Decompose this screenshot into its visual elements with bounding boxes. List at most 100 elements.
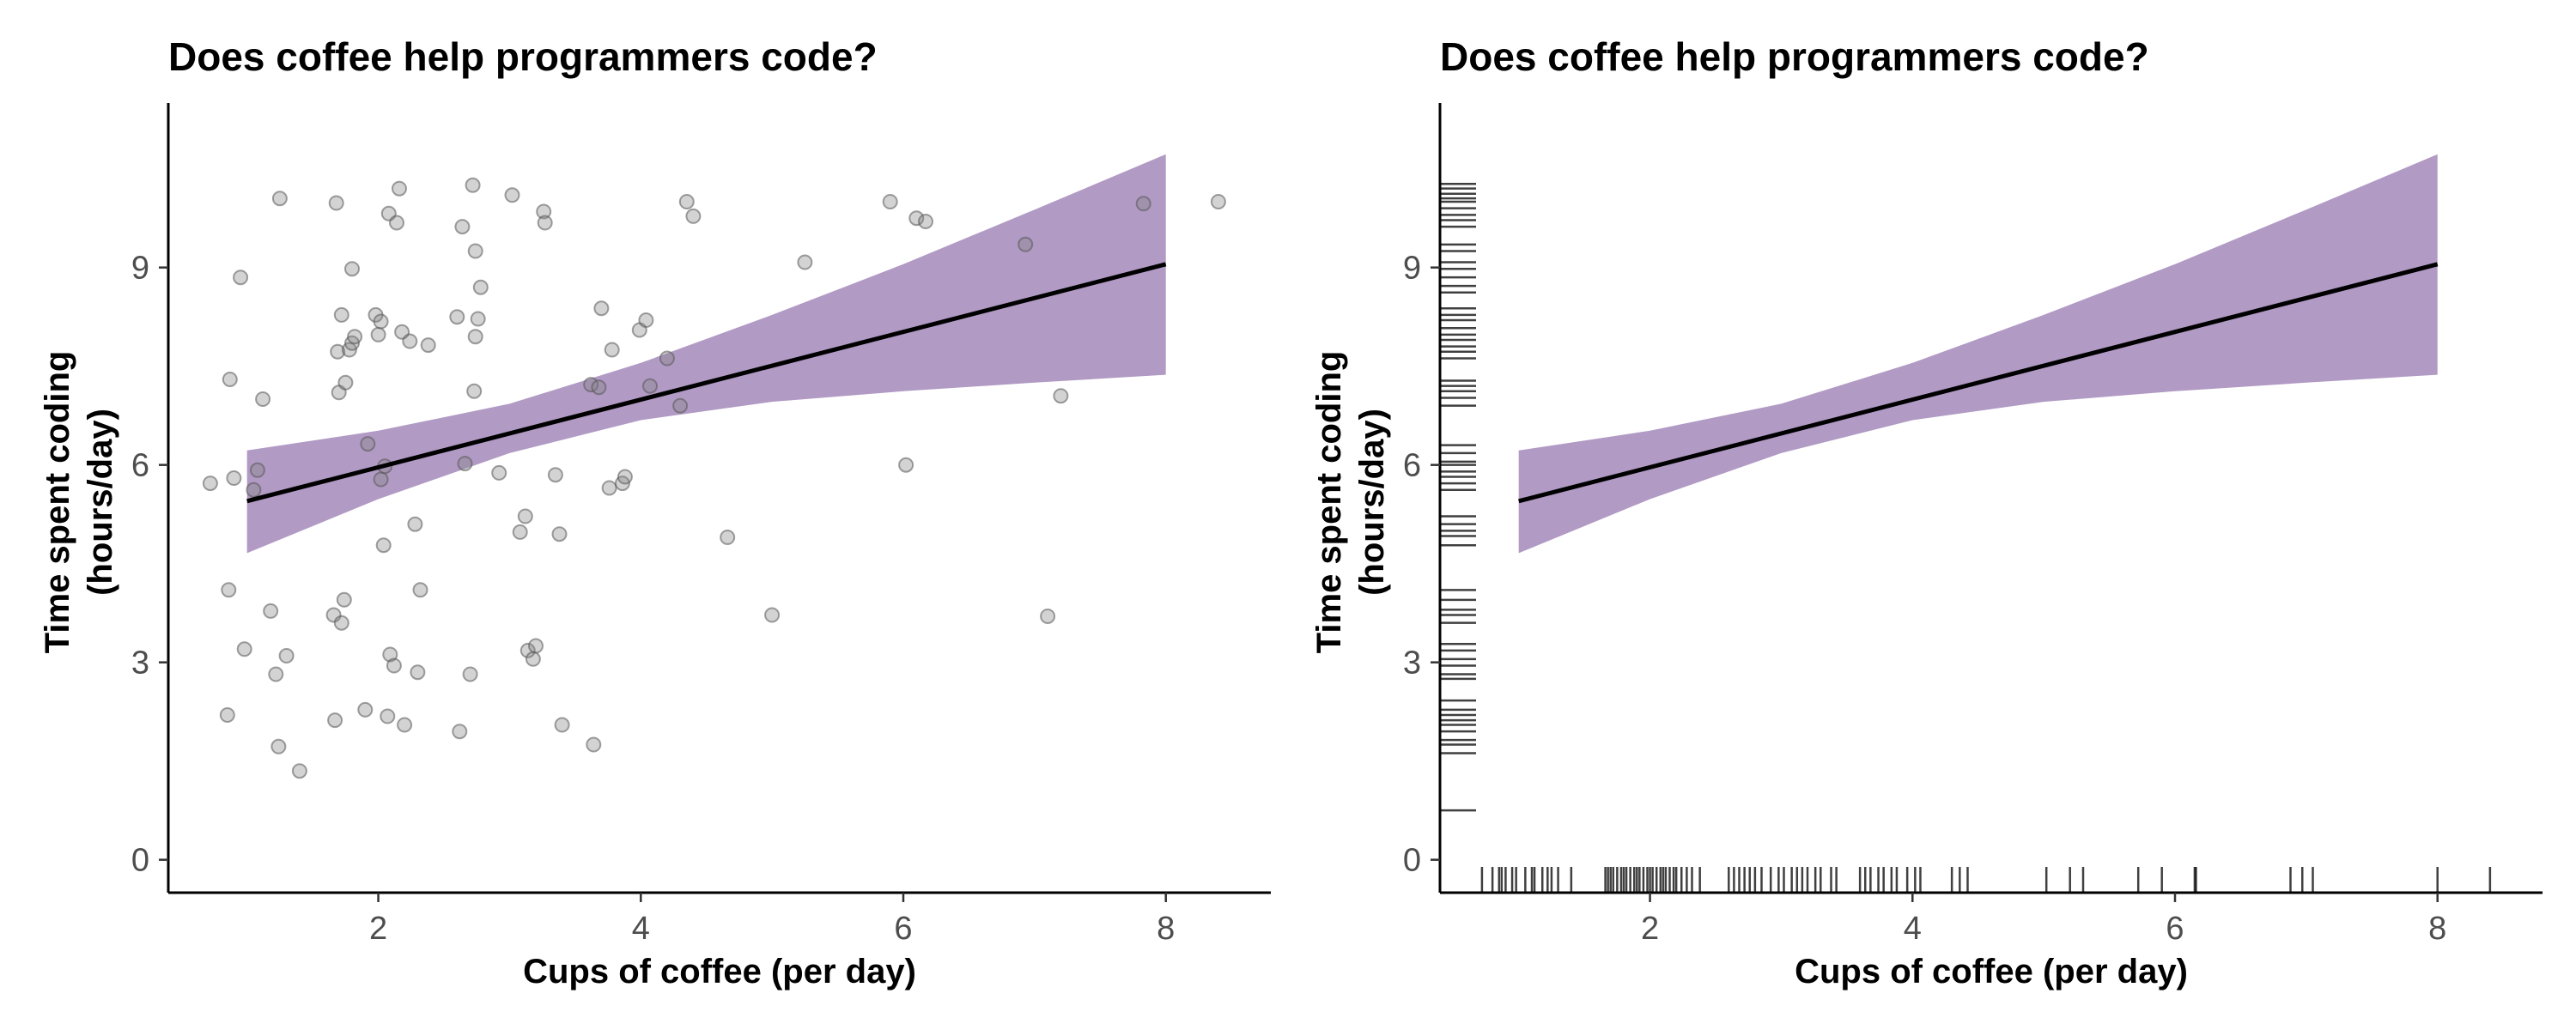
y-tick-label: 0 xyxy=(1403,843,1421,879)
data-point xyxy=(328,195,344,211)
data-point xyxy=(1135,196,1151,212)
data-point xyxy=(1053,388,1069,404)
data-point xyxy=(382,646,398,663)
plot-area: 2 4 6 8 0 3 6 9 xyxy=(1403,103,2543,947)
data-point xyxy=(222,372,238,387)
data-point xyxy=(291,763,307,779)
y-axis-title-line2: (hours/day) xyxy=(1353,409,1391,596)
data-point xyxy=(462,666,478,682)
data-point xyxy=(360,436,376,452)
y-tick-label: 3 xyxy=(1403,645,1421,682)
data-point xyxy=(420,337,436,354)
data-point xyxy=(410,664,426,681)
data-point xyxy=(344,261,360,277)
data-point xyxy=(604,342,620,358)
data-point xyxy=(1210,194,1226,209)
data-point xyxy=(525,651,541,667)
data-point xyxy=(1040,609,1056,624)
y-tick-label: 3 xyxy=(131,645,149,682)
data-point xyxy=(642,378,658,394)
data-point xyxy=(617,469,633,485)
data-point xyxy=(202,476,218,492)
data-point xyxy=(271,191,288,207)
data-point xyxy=(797,254,813,270)
data-point xyxy=(504,187,520,203)
data-point xyxy=(386,657,402,674)
data-point xyxy=(454,219,471,235)
x-tick-label: 8 xyxy=(1157,911,1175,947)
data-point xyxy=(593,300,610,317)
data-point xyxy=(397,717,413,733)
data-point xyxy=(412,582,428,598)
regression-line xyxy=(1518,262,2439,504)
data-point xyxy=(466,383,483,399)
x-axis-title: Cups of coffee (per day) xyxy=(1795,953,2188,991)
data-point xyxy=(678,194,695,209)
y-axis-title-line1: Time spent coding xyxy=(1310,351,1348,654)
y-tick-label: 6 xyxy=(1403,448,1421,484)
data-point xyxy=(517,508,533,524)
data-point xyxy=(268,666,284,682)
data-point xyxy=(226,470,242,486)
data-point xyxy=(591,379,607,396)
x-tick-label: 8 xyxy=(2428,911,2446,947)
data-point xyxy=(536,203,552,220)
data-point xyxy=(1018,236,1034,252)
y-tick-label: 9 xyxy=(1403,251,1421,287)
data-point xyxy=(586,736,602,753)
data-point xyxy=(449,309,465,325)
data-point xyxy=(255,391,271,407)
y-tick-label: 0 xyxy=(131,843,149,879)
data-point xyxy=(380,708,396,724)
data-point xyxy=(491,464,507,481)
data-point xyxy=(270,738,287,754)
chart-title: Does coffee help programmers code? xyxy=(1440,34,2149,79)
data-point xyxy=(333,615,349,631)
data-point xyxy=(330,343,346,360)
plot-area: 2 4 6 8 0 3 6 9 xyxy=(131,103,1271,947)
data-point xyxy=(467,243,483,259)
data-point xyxy=(537,215,553,231)
data-point xyxy=(551,526,568,542)
data-point xyxy=(373,471,389,488)
regression-line xyxy=(246,262,1167,504)
data-point xyxy=(407,516,423,532)
data-point xyxy=(246,482,262,498)
data-point xyxy=(337,374,354,391)
data-point xyxy=(467,329,483,345)
data-point xyxy=(373,313,389,330)
data-point xyxy=(685,208,702,224)
confidence-band xyxy=(246,154,1166,554)
y-tick-label: 9 xyxy=(131,251,149,287)
data-point xyxy=(375,537,392,554)
data-point xyxy=(457,456,473,472)
data-point xyxy=(465,177,481,193)
data-point xyxy=(221,582,237,598)
data-point xyxy=(347,329,363,345)
data-point xyxy=(278,648,295,663)
data-point xyxy=(236,641,252,657)
x-tick-label: 2 xyxy=(1641,911,1659,947)
chart-panel-scatter: Does coffee help programmers code? Cups … xyxy=(39,34,1271,991)
data-point xyxy=(918,214,933,229)
x-tick-label: 4 xyxy=(632,911,650,947)
data-point xyxy=(638,312,654,328)
data-point xyxy=(392,180,407,197)
data-point xyxy=(452,724,468,740)
data-point xyxy=(472,279,489,295)
data-point xyxy=(249,462,265,478)
x-tick-label: 6 xyxy=(894,911,912,947)
data-point xyxy=(720,530,736,545)
data-point xyxy=(908,210,925,227)
x-tick-label: 4 xyxy=(1904,911,1922,947)
x-axis-title: Cups of coffee (per day) xyxy=(523,953,916,991)
data-point xyxy=(528,638,544,654)
data-point xyxy=(233,270,249,286)
chart-title: Does coffee help programmers code? xyxy=(168,34,878,79)
data-point xyxy=(601,480,617,496)
data-point xyxy=(336,591,352,608)
x-tick-label: 6 xyxy=(2166,911,2184,947)
data-point xyxy=(370,326,386,342)
data-point xyxy=(764,607,781,623)
